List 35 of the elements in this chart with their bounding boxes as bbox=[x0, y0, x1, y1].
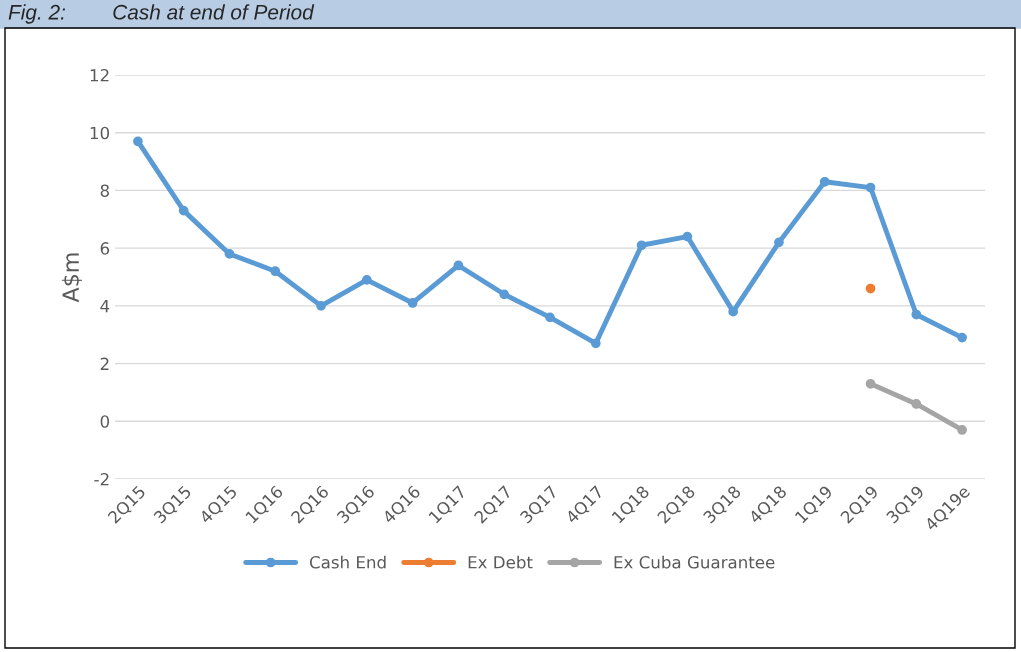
point bbox=[911, 309, 922, 320]
point bbox=[499, 289, 510, 300]
point bbox=[636, 240, 647, 251]
y-tick-label: 8 bbox=[100, 184, 109, 197]
point bbox=[545, 312, 555, 323]
point bbox=[407, 298, 418, 308]
point bbox=[911, 399, 922, 409]
point bbox=[178, 205, 189, 216]
y-tick-label: 2 bbox=[100, 357, 109, 370]
y-tick-label: 6 bbox=[100, 242, 110, 255]
point bbox=[819, 176, 830, 187]
y-tick-label: 12 bbox=[90, 68, 109, 82]
point bbox=[957, 332, 967, 343]
legend-label: Ex Cuba Guarantee bbox=[614, 555, 775, 569]
point bbox=[590, 338, 601, 349]
y-axis-title: A$m bbox=[61, 253, 83, 303]
point bbox=[865, 182, 876, 193]
y-tick-label: 0 bbox=[100, 415, 110, 428]
y-tick-label: 10 bbox=[90, 126, 110, 140]
legend-label: Cash End bbox=[309, 555, 386, 569]
point bbox=[316, 300, 326, 311]
chart-title: Fig. 2: Cash at end of Period bbox=[8, 4, 315, 24]
point bbox=[957, 425, 967, 435]
legend-label: Ex Debt bbox=[468, 555, 533, 569]
point bbox=[270, 266, 281, 277]
y-tick-label: -2 bbox=[94, 472, 109, 486]
point bbox=[865, 378, 876, 389]
point bbox=[774, 237, 784, 248]
point bbox=[224, 249, 235, 259]
point bbox=[682, 231, 693, 242]
point bbox=[453, 260, 464, 271]
point bbox=[133, 136, 143, 147]
point bbox=[361, 275, 372, 285]
point bbox=[728, 306, 739, 317]
y-tick-label: 4 bbox=[100, 300, 110, 313]
